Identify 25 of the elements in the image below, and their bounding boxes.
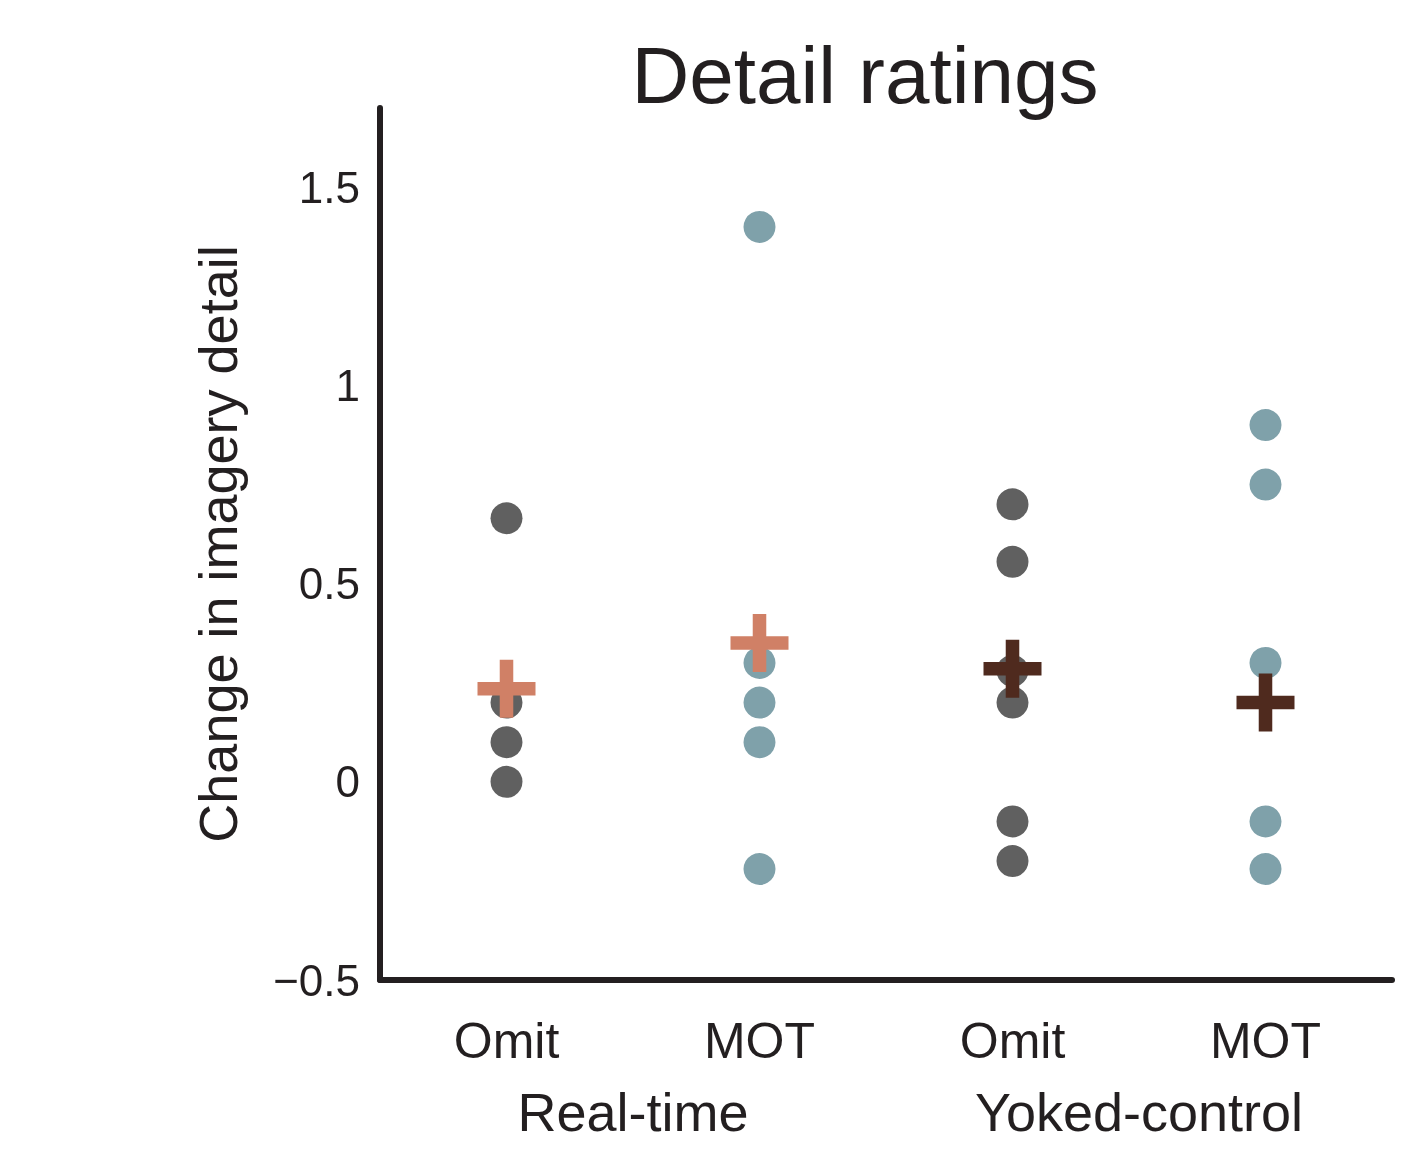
x-tick-label: MOT — [1209, 1013, 1322, 1069]
point — [1249, 805, 1282, 838]
x-tick-label: MOT — [703, 1013, 816, 1069]
y-tick-label: 0.5 — [298, 559, 360, 609]
y-axis-title: Change in imagery detail — [188, 245, 248, 843]
point — [743, 853, 776, 886]
y-tick-label: −0.5 — [273, 955, 360, 1005]
text: Yoked-control — [974, 1082, 1304, 1142]
point — [996, 545, 1029, 578]
x-tick-label: Omit — [453, 1013, 560, 1069]
point — [983, 639, 1042, 698]
x-tick-label: Omit — [959, 1013, 1066, 1069]
point — [730, 614, 789, 673]
point — [490, 726, 523, 759]
point — [1249, 853, 1282, 886]
y-tick-label: 1.5 — [298, 162, 360, 212]
text: Real-time — [517, 1082, 749, 1142]
chart-title: Detail ratings — [631, 30, 1099, 120]
y-tick-label: 1 — [335, 360, 360, 410]
point — [490, 765, 523, 798]
point — [477, 659, 536, 718]
point — [1236, 673, 1295, 732]
point — [1249, 646, 1282, 679]
y-tick-label: 0 — [335, 757, 360, 807]
point — [996, 805, 1029, 838]
